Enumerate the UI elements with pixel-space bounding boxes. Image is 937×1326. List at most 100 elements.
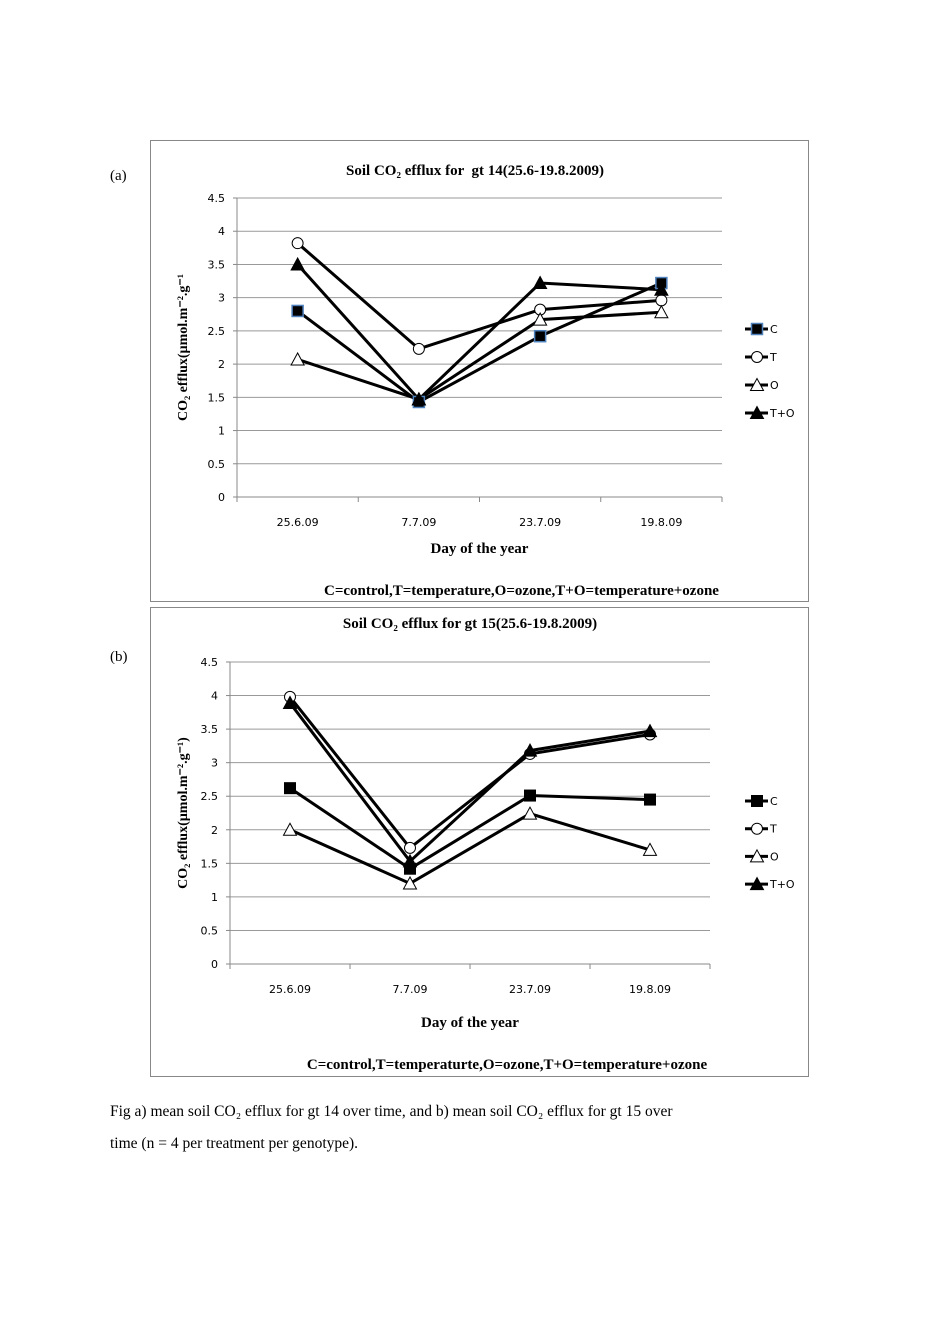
x-tick-label: 25.6.09: [269, 983, 311, 996]
markers-T: [291, 237, 668, 355]
data-point: [402, 875, 418, 890]
series-line: [296, 242, 662, 351]
x-tick-label: 7.7.09: [393, 983, 428, 996]
legend-marker: [751, 351, 763, 363]
y-tick-label: 1.5: [208, 391, 226, 404]
legend-label: T+O: [769, 407, 795, 420]
legend-item: T: [745, 351, 777, 364]
y-tick-label: 4.5: [201, 656, 219, 669]
legend-item: O: [745, 377, 779, 392]
series-line: [289, 786, 651, 871]
legend-marker: [749, 876, 765, 891]
data-point: [402, 853, 418, 868]
data-point: [642, 723, 658, 738]
markers-O: [282, 806, 658, 890]
chart-b: Soil CO₂ efflux for gt 15(25.6-19.8.2009…: [150, 607, 809, 1077]
data-point: [532, 275, 548, 290]
series-O: [289, 812, 651, 886]
y-axis-label: CO₂ efflux(µmol.m⁻².g⁻¹: [176, 274, 191, 421]
panel-label-a: (a): [110, 168, 127, 184]
figure-caption: Fig a) mean soil CO₂ efflux for gt 14 ov…: [110, 1096, 828, 1160]
data-point: [291, 237, 304, 250]
y-tick-label: 3: [218, 292, 225, 305]
data-point: [522, 743, 538, 757]
y-tick-label: 1: [211, 891, 218, 904]
y-tick-label: 2: [218, 358, 225, 371]
x-tick-label: 7.7.09: [401, 516, 436, 529]
y-tick-label: 4: [218, 225, 225, 238]
caption-line-1: Fig a) mean soil CO₂ efflux for gt 14 ov…: [110, 1103, 673, 1120]
legend-marker: [749, 848, 765, 863]
series-C: [289, 786, 651, 871]
data-point: [655, 294, 668, 307]
legend-marker: [749, 377, 765, 391]
legend-label: T: [769, 351, 777, 364]
data-point: [524, 789, 536, 802]
chart-svg: 0 0.5 1 1.5 2 2.5 3 3.5 4 4.5 25.6.09 7.7.09 23.7.09…: [176, 192, 795, 599]
x-axis-label: Day of the year: [431, 541, 529, 557]
chart-title: Soil CO₂ efflux for gt 14(25.6-19.8.2009…: [346, 163, 604, 179]
y-tick-label: 0.5: [208, 458, 226, 471]
y-tick-label: 3.5: [201, 723, 219, 736]
x-tick-label: 19.8.09: [640, 516, 682, 529]
data-point: [654, 304, 669, 319]
panel-label-b: (b): [110, 649, 128, 665]
legend-label: C: [770, 323, 778, 336]
series-line: [297, 310, 662, 401]
chart-footnote: C=control,T=temperaturte,O=ozone,T+O=tem…: [307, 1057, 708, 1073]
data-point: [522, 806, 538, 820]
legend-marker: [750, 322, 764, 336]
data-point: [642, 842, 658, 856]
x-tick-label: 23.7.09: [519, 516, 561, 529]
series-C: [296, 281, 662, 404]
y-tick-label: 2: [211, 824, 218, 837]
y-tick-label: 2.5: [201, 790, 219, 803]
series-line: [289, 812, 651, 886]
chart-footnote: C=control,T=temperature,O=ozone,T+O=temp…: [324, 583, 719, 599]
y-tick-label: 0: [218, 491, 225, 504]
legend-label: C: [770, 795, 778, 808]
series-line: [288, 702, 651, 864]
x-tick-label: 23.7.09: [509, 983, 551, 996]
data-point: [412, 342, 425, 355]
data-point: [282, 695, 298, 709]
legend-item: T: [745, 822, 777, 836]
markers-T+O: [290, 256, 669, 406]
data-point: [654, 282, 669, 296]
series-T: [288, 695, 651, 850]
series-line: [296, 263, 662, 402]
y-axis-label: CO₂ efflux(µmol.m⁻².g⁻¹): [176, 737, 191, 889]
x-tick-label: 25.6.09: [277, 516, 319, 529]
legend-item: C: [745, 795, 778, 808]
legend-item: O: [745, 848, 779, 863]
legend-marker: [751, 822, 763, 835]
data-point: [411, 391, 427, 406]
series-T: [296, 242, 662, 351]
data-point: [533, 329, 547, 343]
legend-item: T+O: [745, 405, 795, 420]
y-tick-label: 3.5: [208, 258, 226, 271]
data-point: [284, 782, 296, 795]
legend-label: T+O: [769, 878, 795, 891]
y-tick-label: 1: [218, 425, 225, 438]
series-line: [288, 695, 651, 850]
y-tick-label: 3: [211, 757, 218, 770]
data-point: [644, 793, 656, 806]
legend-item: C: [745, 322, 778, 336]
markers-T: [284, 690, 656, 854]
data-point: [290, 256, 305, 271]
series-line: [296, 281, 662, 404]
legend-label: O: [770, 379, 779, 392]
legend-marker: [751, 795, 763, 807]
y-tick-label: 2.5: [208, 325, 226, 338]
legend-item: T+O: [745, 876, 795, 891]
x-tick-label: 19.8.09: [629, 983, 671, 996]
data-point: [532, 312, 548, 326]
data-point: [404, 841, 416, 854]
chart-svg: 0 0.5 1 1.5 2 2.5 3 3.5 4 4.5 25.6.09 7.7.09 23.7.09…: [176, 656, 795, 1073]
y-tick-label: 4: [211, 690, 218, 703]
y-tick-label: 1.5: [201, 857, 219, 870]
y-tick-label: 4.5: [208, 192, 226, 205]
data-point: [290, 351, 305, 366]
x-axis-label: Day of the year: [421, 1015, 519, 1031]
